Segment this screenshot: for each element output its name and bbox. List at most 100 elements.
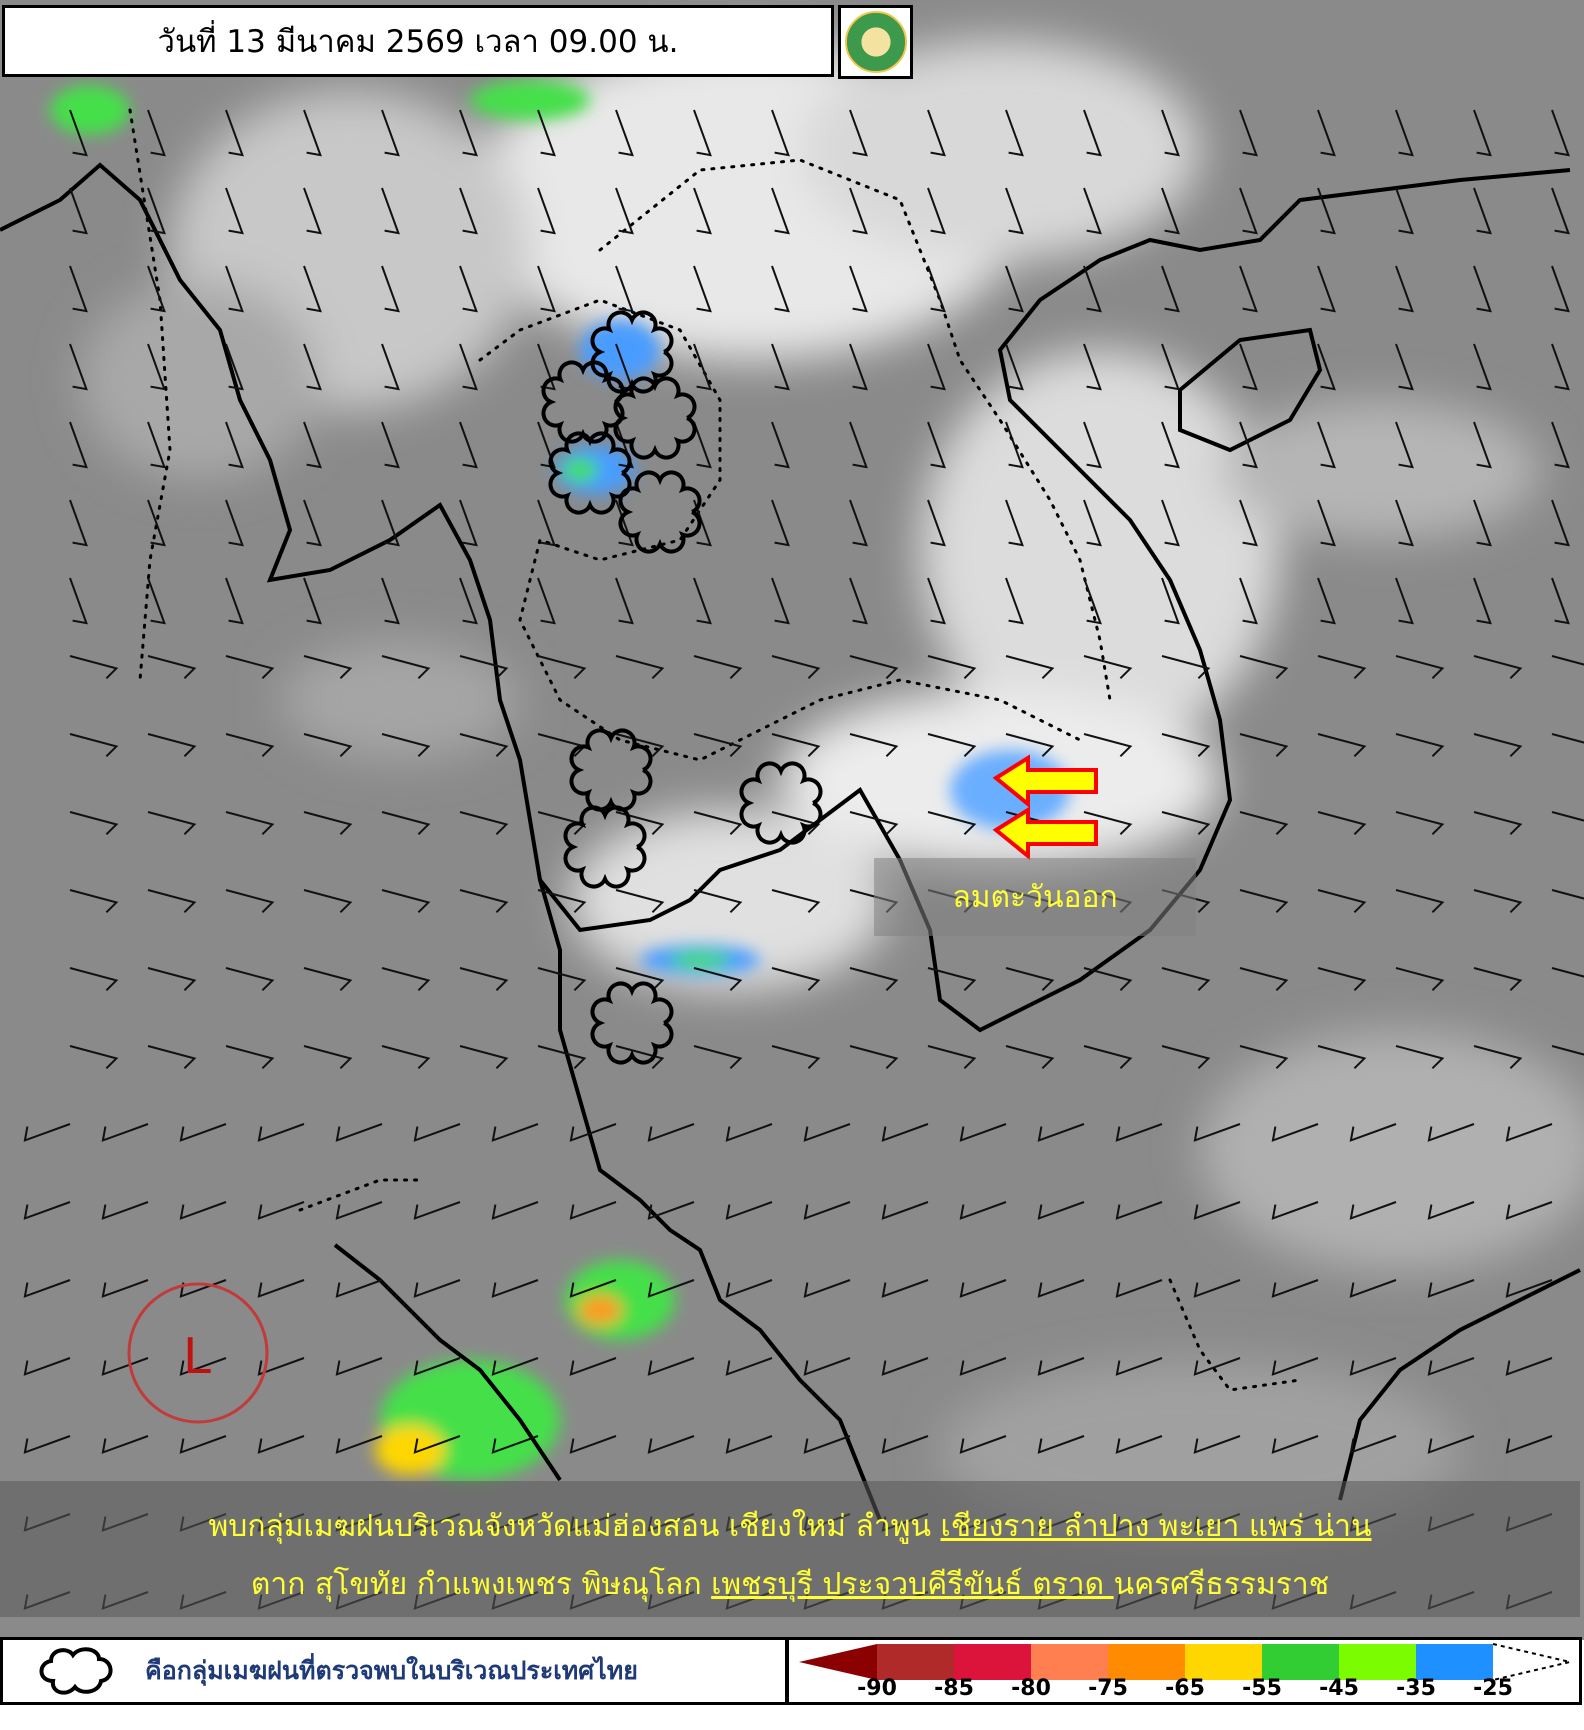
wind-barb (693, 265, 712, 313)
wind-barb (1083, 421, 1102, 469)
wind-barb (1395, 265, 1414, 313)
wind-barb (849, 499, 868, 547)
scale-label: -55 (1242, 1676, 1282, 1701)
wind-barb (179, 1201, 227, 1220)
wind-barb (303, 967, 353, 992)
scale-segment (799, 1644, 877, 1680)
wind-barb (303, 811, 353, 836)
wind-barb (303, 187, 322, 235)
wind-barb (1551, 577, 1570, 625)
wind-barb (1473, 811, 1523, 836)
wind-barb (1161, 187, 1180, 235)
wind-barb (927, 421, 946, 469)
wind-barb (1505, 1201, 1553, 1220)
scale-segment (1416, 1644, 1493, 1680)
wind-barb (1005, 577, 1024, 625)
arrow-left-icon (992, 754, 1098, 809)
wind-barb (1083, 109, 1102, 157)
wind-barb (459, 499, 478, 547)
wind-barb (257, 1201, 305, 1220)
wind-barb (1005, 343, 1024, 391)
wind-barb (69, 811, 119, 836)
rain-cloud-marker (569, 728, 653, 812)
wind-barb (1317, 187, 1336, 235)
wind-barb (1505, 1357, 1553, 1376)
wind-barb (381, 655, 431, 680)
wind-barb (1551, 265, 1570, 313)
wind-barb (1115, 1435, 1163, 1454)
scale-label: -80 (1011, 1676, 1051, 1701)
wind-barb (569, 1279, 617, 1298)
wind-barb (1239, 655, 1289, 680)
wind-barb (1083, 265, 1102, 313)
wind-barb (1551, 1045, 1584, 1056)
scale-label: -90 (857, 1676, 897, 1701)
wind-barb (147, 811, 197, 836)
wind-barb (1551, 967, 1584, 978)
wind-barb (1271, 1123, 1319, 1142)
wind-barb (1473, 733, 1523, 758)
wind-barb (537, 1045, 587, 1070)
wind-barb (1395, 421, 1414, 469)
wind-barb (1161, 265, 1180, 313)
wind-barb (803, 1357, 851, 1376)
wind-barb (1473, 265, 1492, 313)
wind-barb (1161, 421, 1180, 469)
wind-barb (1161, 967, 1211, 992)
summary-text: ตาก สุโขทัย กำแพงเพชร พิษณุโลก (250, 1567, 712, 1602)
wind-barb (693, 655, 743, 680)
wind-barb (1115, 1201, 1163, 1220)
wind-barb (335, 1123, 383, 1142)
wind-barb (1083, 967, 1133, 992)
wind-barb (459, 421, 478, 469)
wind-barb (69, 577, 88, 625)
wind-barb (1395, 343, 1414, 391)
wind-barb (101, 1357, 149, 1376)
wind-barb (537, 499, 556, 547)
wind-barb (257, 1123, 305, 1142)
wind-barb (1317, 421, 1336, 469)
wind-barb (459, 655, 509, 680)
wind-barb (1551, 421, 1570, 469)
scale-segment (1185, 1644, 1262, 1680)
wind-barb (225, 421, 244, 469)
wind-barb (1317, 967, 1367, 992)
wind-barb (459, 187, 478, 235)
wind-barb (927, 967, 977, 992)
wind-barb (959, 1123, 1007, 1142)
wind-barb (1317, 265, 1336, 313)
wind-barb (459, 967, 509, 992)
wind-barb (537, 109, 556, 157)
wind-barb (1239, 967, 1289, 992)
wind-barb (1161, 733, 1211, 758)
wind-barb (257, 1435, 305, 1454)
wind-barb (1115, 1123, 1163, 1142)
wind-barb (771, 421, 790, 469)
wind-barb (1317, 1045, 1367, 1070)
wind-barb (413, 1201, 461, 1220)
wind-barb (693, 421, 712, 469)
wind-barb (693, 109, 712, 157)
wind-barb (23, 1123, 71, 1142)
wind-barb (225, 109, 244, 157)
wind-barb (1551, 109, 1570, 157)
wind-barb (803, 1123, 851, 1142)
rain-cloud-marker (590, 981, 674, 1065)
wind-barb (1005, 421, 1024, 469)
wind-barb (849, 343, 868, 391)
wind-barb (725, 1435, 773, 1454)
wind-barb (1083, 655, 1133, 680)
wind-barb (303, 109, 322, 157)
tmd-logo (838, 5, 913, 79)
wind-barb (615, 1045, 665, 1070)
wind-barb (1349, 1201, 1397, 1220)
wind-barb (1427, 1435, 1475, 1454)
wind-barb (771, 109, 790, 157)
wind-barb (1317, 655, 1367, 680)
wind-barb (1083, 343, 1102, 391)
wind-barb (881, 1123, 929, 1142)
wind-barb (1395, 811, 1445, 836)
wind-barb (927, 811, 977, 836)
wind-barb (1505, 1123, 1553, 1142)
wind-barb (849, 265, 868, 313)
